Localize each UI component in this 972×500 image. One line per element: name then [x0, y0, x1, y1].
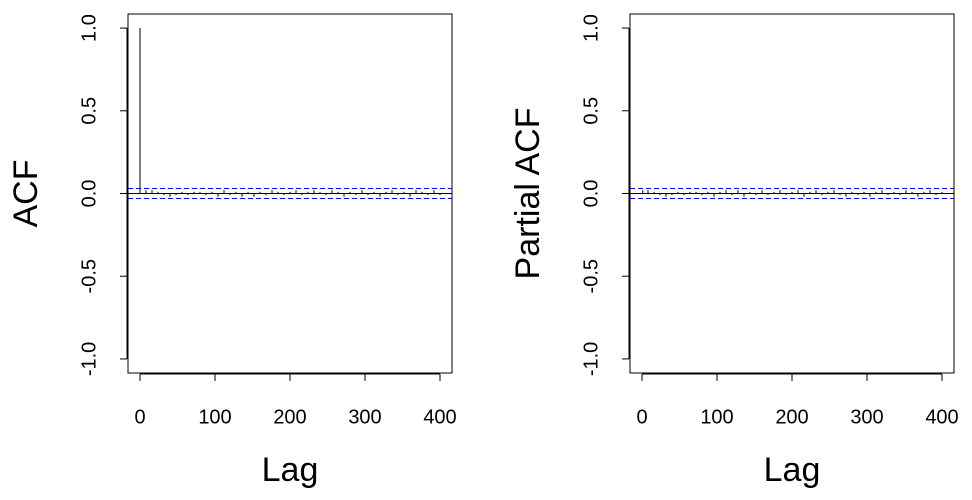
- y-axis-label: Partial ACF: [509, 108, 547, 280]
- x-tick-label: 400: [423, 406, 456, 428]
- x-tick-label: 0: [134, 406, 145, 428]
- y-tick-label: -1.0: [580, 342, 602, 376]
- x-tick-label: 200: [775, 406, 808, 428]
- x-tick-label: 100: [700, 406, 733, 428]
- y-axis-label: ACF: [7, 160, 45, 228]
- y-tick-label: 1.0: [580, 14, 602, 42]
- y-tick-label: -1.0: [78, 342, 100, 376]
- x-tick-label: 300: [348, 406, 381, 428]
- x-axis-label: Lag: [764, 451, 821, 489]
- y-tick-label: 0.0: [78, 180, 100, 208]
- x-tick-label: 400: [925, 406, 958, 428]
- y-tick-label: 1.0: [78, 14, 100, 42]
- x-tick-label: 200: [273, 406, 306, 428]
- x-tick-label: 0: [636, 406, 647, 428]
- x-axis-label: Lag: [262, 451, 319, 489]
- y-tick-label: -0.5: [580, 259, 602, 293]
- y-tick-label: 0.0: [580, 180, 602, 208]
- x-tick-label: 300: [850, 406, 883, 428]
- y-tick-label: 0.5: [78, 97, 100, 125]
- y-tick-label: 0.5: [580, 97, 602, 125]
- y-tick-label: -0.5: [78, 259, 100, 293]
- x-tick-label: 100: [198, 406, 231, 428]
